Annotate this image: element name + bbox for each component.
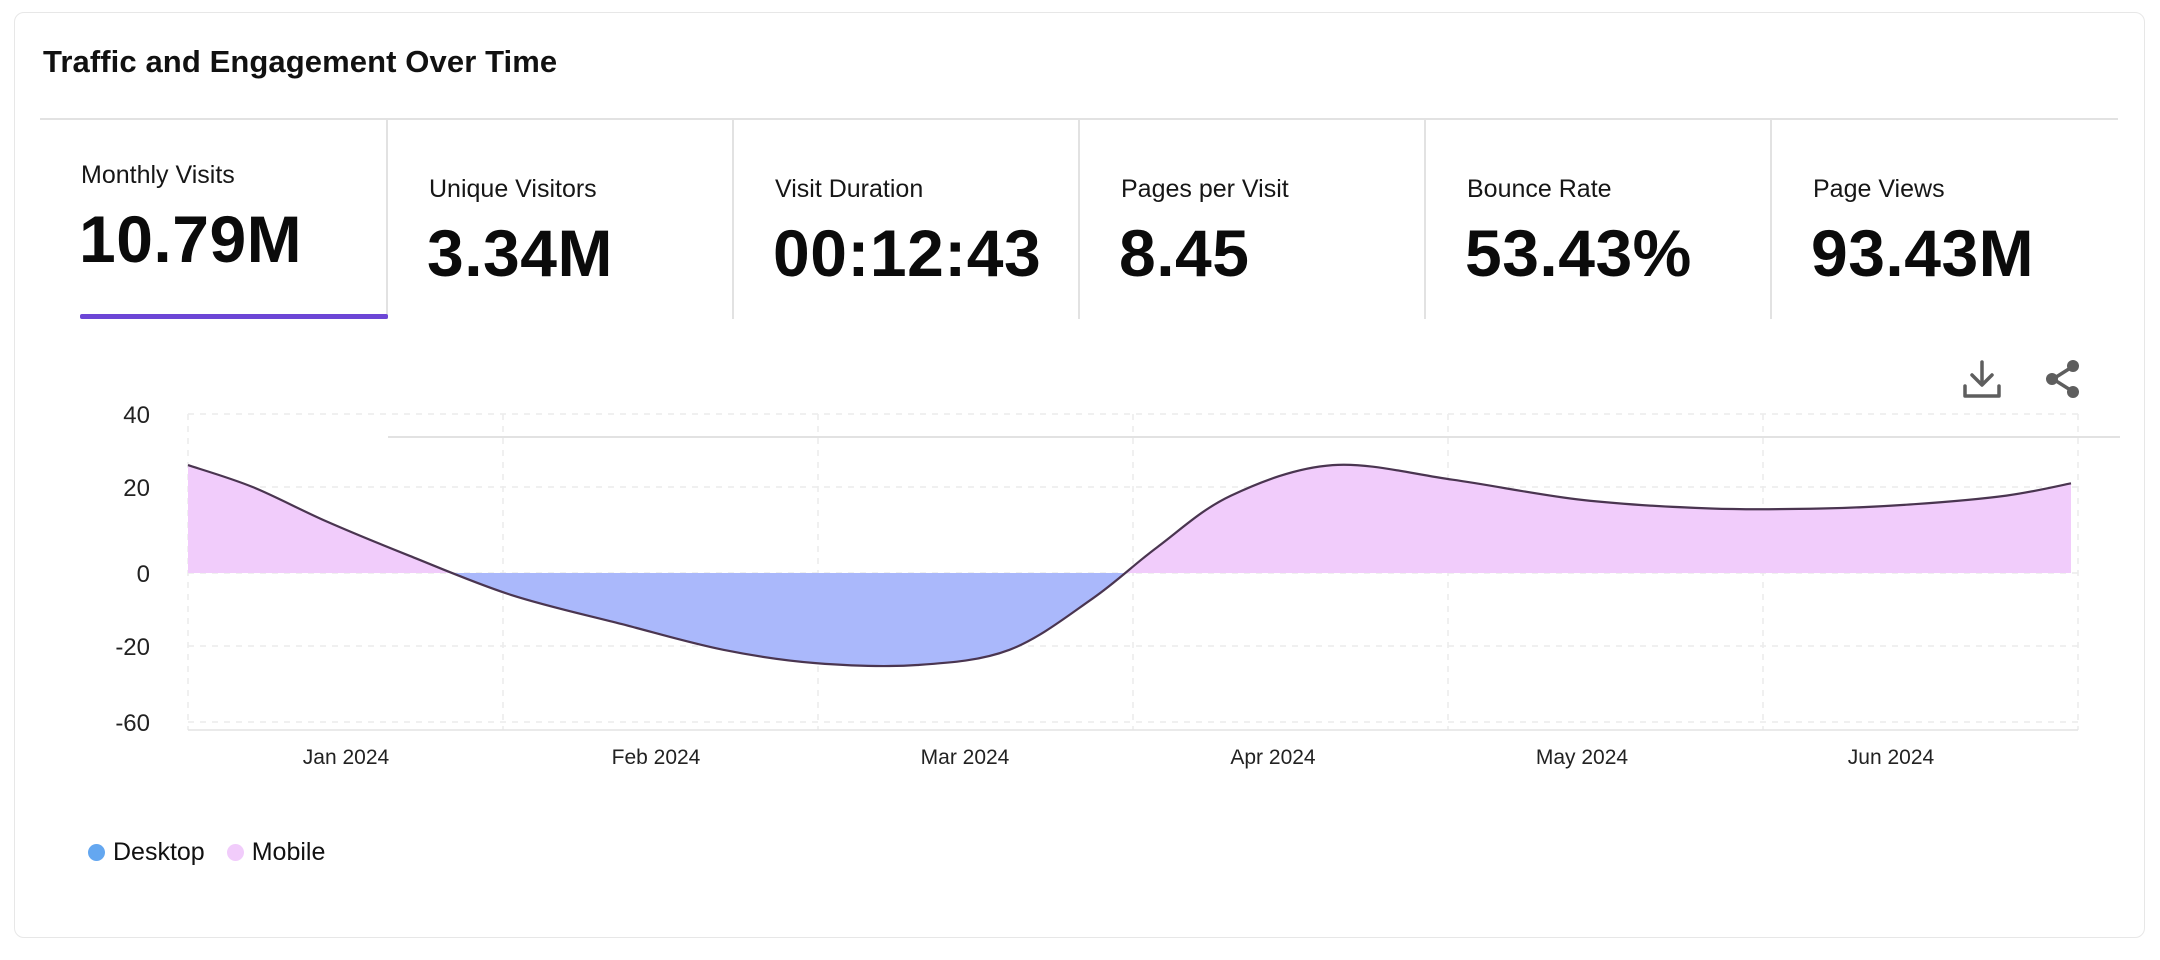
active-tab-indicator — [80, 314, 388, 319]
tab-bounce-rate[interactable]: Bounce Rate 53.43% — [1426, 119, 1772, 319]
share-icon[interactable] — [2042, 358, 2084, 400]
tab-page-views[interactable]: Page Views 93.43M — [1772, 119, 2080, 319]
x-tick-label: May 2024 — [1536, 746, 1629, 769]
metric-label: Bounce Rate — [1467, 175, 1612, 203]
metric-value: 8.45 — [1119, 216, 1250, 290]
legend-label: Desktop — [113, 838, 205, 866]
tab-visit-duration[interactable]: Visit Duration 00:12:43 — [734, 119, 1080, 319]
y-tick-label: 20 — [123, 475, 150, 502]
metric-tabs: Monthly Visits 10.79M Unique Visitors 3.… — [40, 119, 2120, 438]
y-tick-label: -20 — [115, 634, 150, 661]
metric-value: 93.43M — [1811, 216, 2035, 290]
mobile-area — [188, 464, 2071, 573]
metrics-divider — [388, 436, 2120, 438]
y-tick-label: 0 — [137, 561, 150, 588]
y-tick-label: 40 — [123, 402, 150, 429]
x-tick-label: Apr 2024 — [1230, 746, 1316, 769]
tab-pages-per-visit[interactable]: Pages per Visit 8.45 — [1080, 119, 1426, 319]
x-tick-label: Jan 2024 — [303, 746, 390, 769]
series-line — [187, 463, 2072, 668]
download-icon[interactable] — [1960, 358, 2004, 402]
desktop-area — [188, 573, 2071, 667]
tab-monthly-visits[interactable]: Monthly Visits 10.79M — [40, 119, 388, 319]
legend-item-desktop[interactable]: Desktop — [88, 838, 205, 867]
tab-unique-visitors[interactable]: Unique Visitors 3.34M — [388, 119, 734, 319]
metric-value: 10.79M — [79, 202, 303, 276]
metric-label: Pages per Visit — [1121, 175, 1289, 203]
x-tick-label: Mar 2024 — [921, 746, 1010, 769]
x-tick-label: Feb 2024 — [612, 746, 701, 769]
legend-label: Mobile — [251, 838, 326, 866]
metric-label: Visit Duration — [775, 175, 924, 203]
metric-label: Monthly Visits — [81, 161, 235, 189]
page-title: Traffic and Engagement Over Time — [43, 44, 558, 79]
metric-label: Page Views — [1813, 175, 1945, 203]
metric-value: 00:12:43 — [773, 216, 1042, 290]
y-tick-label: -60 — [115, 710, 150, 737]
metric-label: Unique Visitors — [429, 175, 597, 203]
chart-legend: Desktop Mobile — [88, 838, 347, 867]
metric-value: 53.43% — [1465, 216, 1692, 290]
legend-dot-mobile — [226, 844, 244, 861]
legend-dot-desktop — [88, 844, 105, 861]
x-tick-label: Jun 2024 — [1848, 746, 1935, 769]
metric-value: 3.34M — [427, 216, 613, 290]
legend-item-mobile[interactable]: Mobile — [226, 838, 326, 867]
